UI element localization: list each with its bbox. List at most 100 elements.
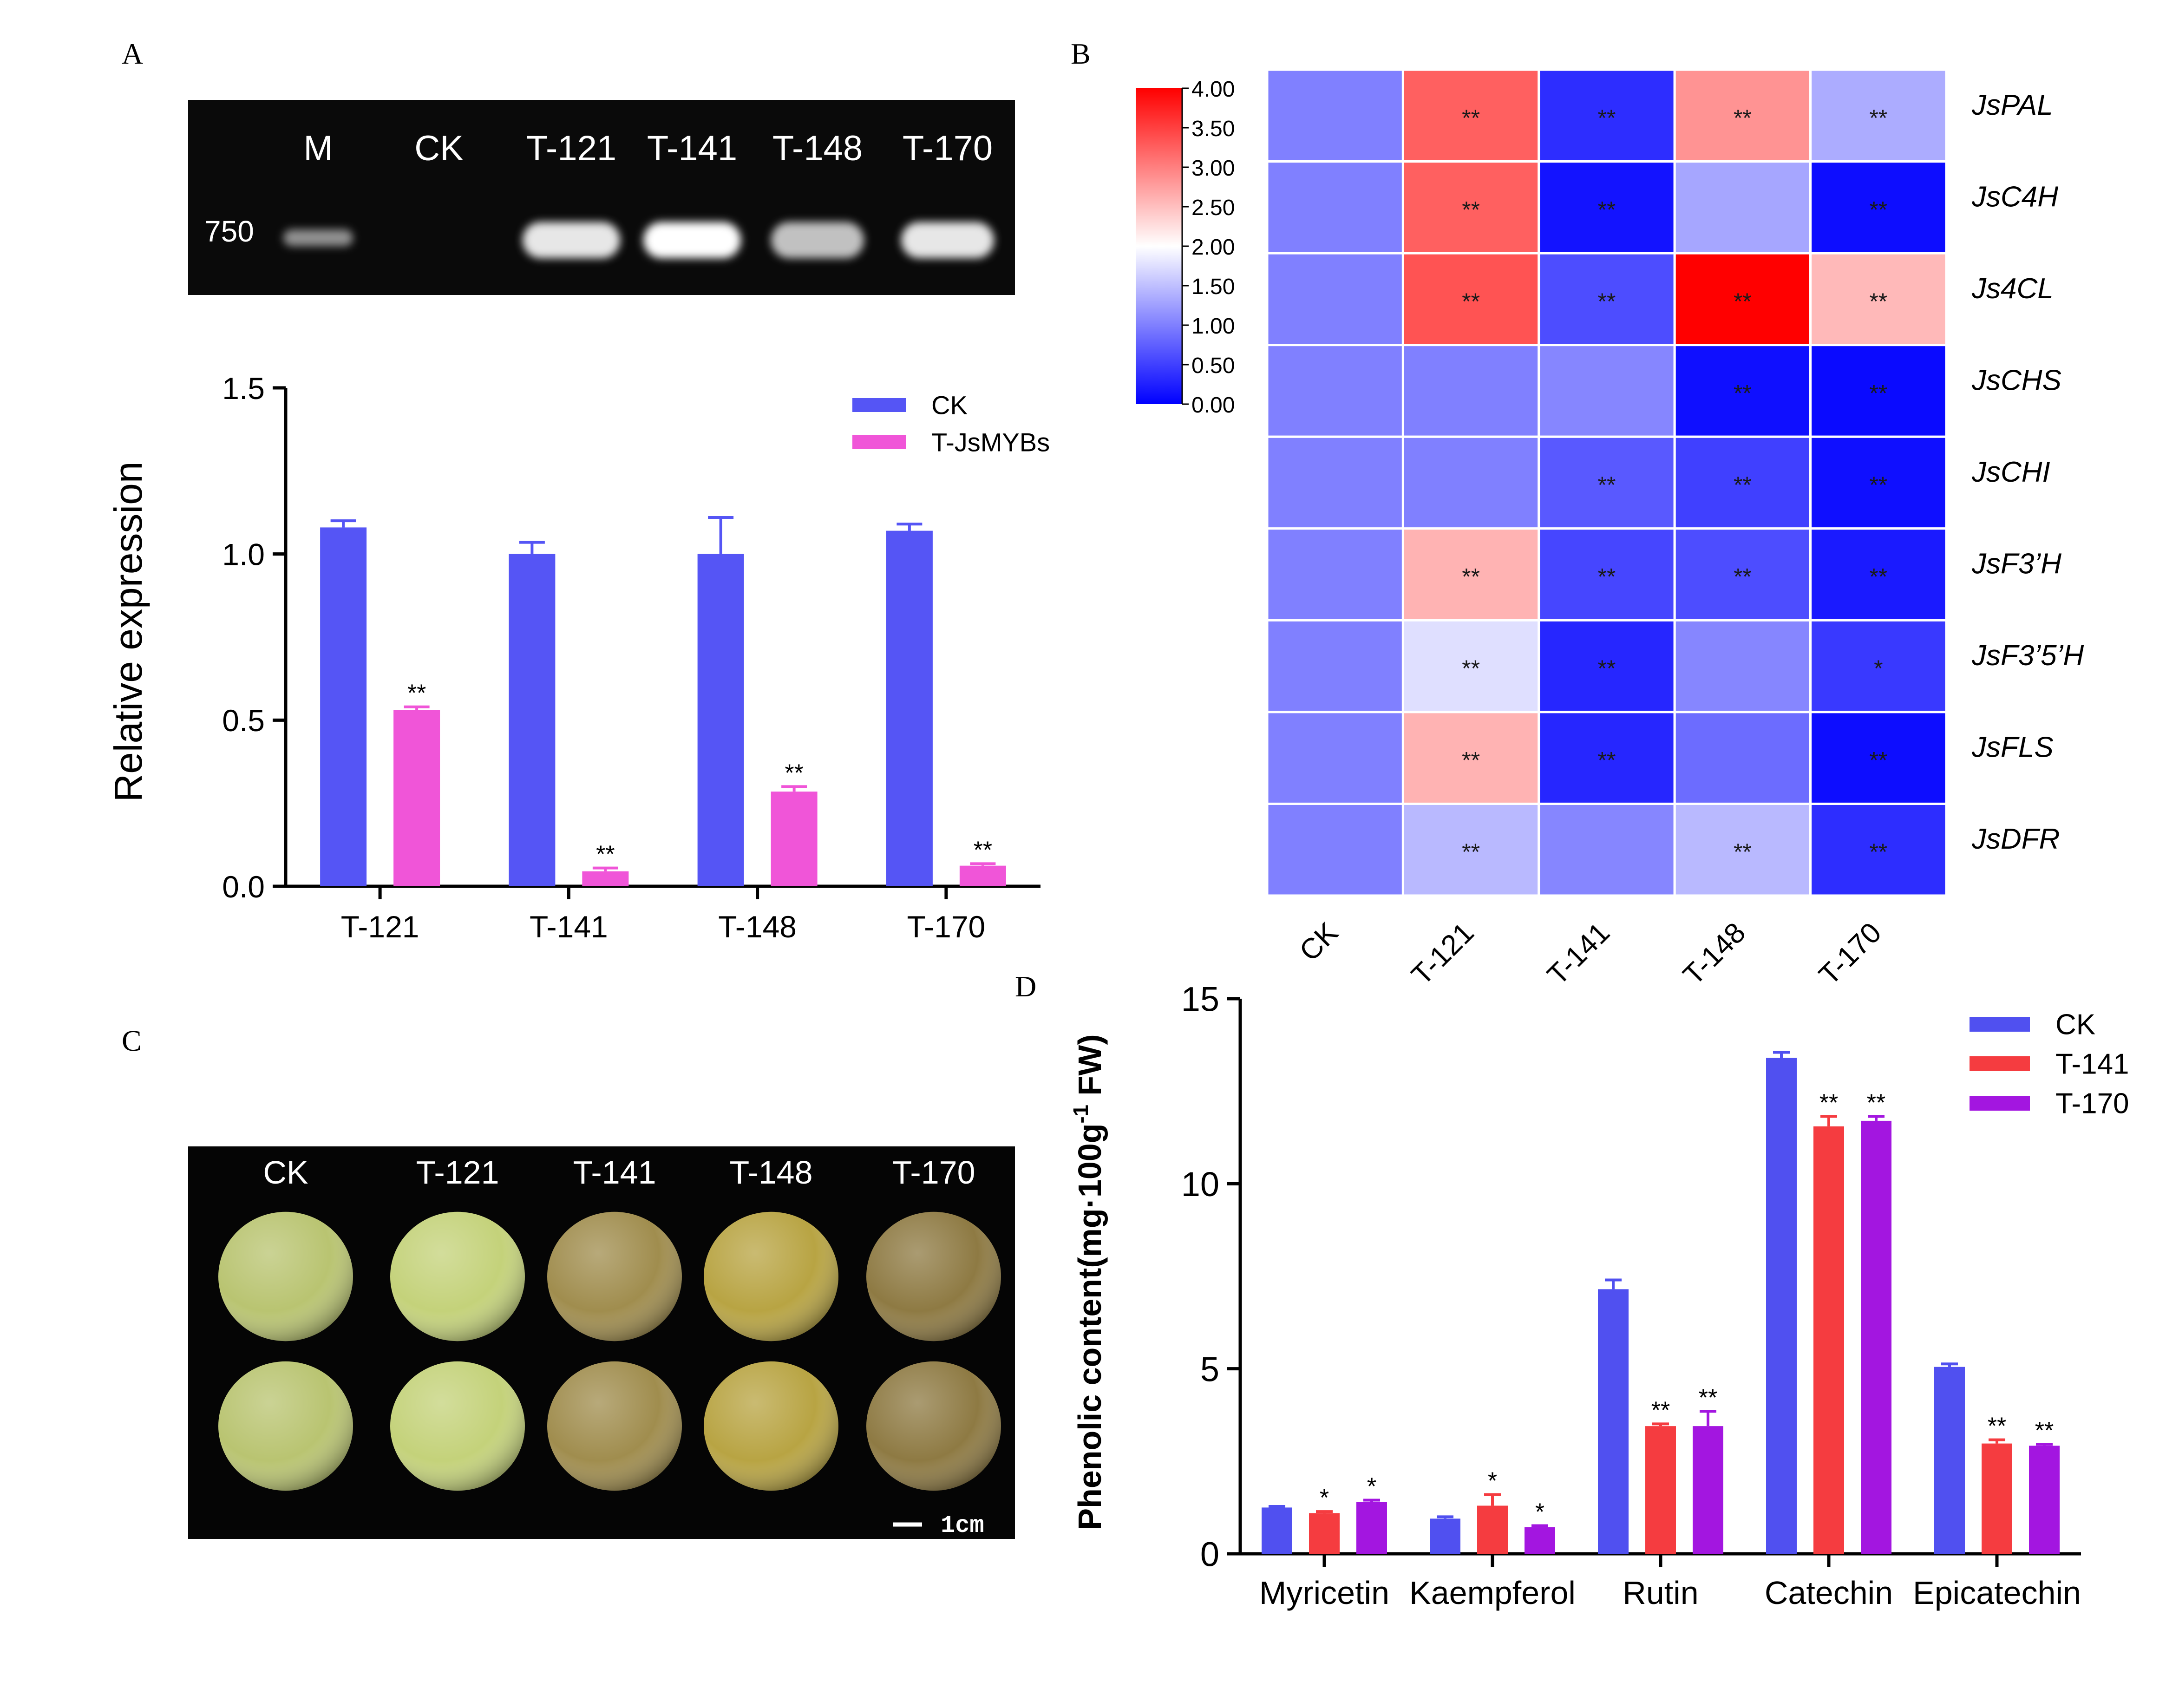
chart-d-legend-swatch <box>1970 1056 2030 1071</box>
heatmap-cell <box>1266 435 1404 530</box>
heatmap-cell <box>1673 160 1812 255</box>
photo-column-label: T-141 <box>573 1154 656 1191</box>
heatmap-cell <box>1673 252 1812 347</box>
chart-a-x-tick-label: T-141 <box>530 910 608 944</box>
chart-a-significance-mark: ** <box>974 837 992 864</box>
heatmap-significance-mark: ** <box>1869 105 1887 131</box>
gel-background <box>188 100 1015 295</box>
chart-a-bar-ck <box>697 554 744 886</box>
heatmap-cell <box>1266 619 1404 713</box>
colorbar-tick-label: 4.00 <box>1191 77 1235 102</box>
chart-d-bar-ck <box>1598 1289 1629 1554</box>
heatmap-cell <box>1809 344 1948 438</box>
heatmap-significance-mark: ** <box>1869 564 1887 590</box>
heatmap-cell <box>1401 527 1540 622</box>
fruit-shading <box>547 1361 682 1491</box>
colorbar-tick-label: 0.50 <box>1191 353 1235 378</box>
fruit-shading <box>547 1211 682 1342</box>
chart-d-bar-t-141 <box>1309 1513 1340 1554</box>
heatmap-cell <box>1401 711 1540 805</box>
panel-label-d: D <box>1015 970 1036 1003</box>
heatmap-cell <box>1809 68 1948 163</box>
heatmap-cell <box>1538 435 1676 530</box>
chart-d-y-tick-label: 10 <box>1181 1165 1219 1204</box>
gel-band <box>643 222 741 258</box>
chart-a-bar-t-jsmybs <box>393 710 440 886</box>
heatmap-significance-mark: ** <box>1869 380 1887 406</box>
colorbar-tick-label: 1.50 <box>1191 275 1235 299</box>
chart-a-relative-expression: 0.0 0.5 1.0 1.5 T-121 ** T-141 ** T-148 ** T-170 **… <box>106 371 1050 944</box>
heatmap-significance-mark: ** <box>1734 380 1752 406</box>
gel-lane-label: M <box>303 129 333 168</box>
heatmap-significance-mark: * <box>1874 655 1883 681</box>
chart-d-bar-ck <box>1766 1058 1797 1554</box>
heatmap-significance-mark: ** <box>1734 564 1752 590</box>
chart-d-bar-t-141 <box>1477 1505 1508 1554</box>
chart-d-significance-mark: * <box>1320 1485 1329 1512</box>
chart-a-bar-t-jsmybs <box>959 865 1006 886</box>
chart-d-significance-mark: ** <box>1819 1089 1838 1116</box>
heatmap-significance-mark: ** <box>1598 105 1616 131</box>
heatmap-significance-mark: ** <box>1462 655 1480 681</box>
heatmap-cell <box>1809 160 1948 255</box>
heatmap-cell <box>1538 527 1676 622</box>
heatmap-significance-mark: ** <box>1869 288 1887 314</box>
photo-column-label: T-121 <box>416 1154 499 1191</box>
heatmap-cell <box>1266 344 1404 438</box>
heatmap-cell <box>1538 802 1676 897</box>
heatmap-cell <box>1809 527 1948 622</box>
heatmap-significance-mark: ** <box>1598 288 1616 314</box>
fruit-shading <box>218 1211 353 1342</box>
chart-a-significance-mark: ** <box>596 841 615 868</box>
scale-bar-label: 1cm <box>941 1512 984 1539</box>
heatmap-significance-mark: ** <box>1869 472 1887 498</box>
gel-band <box>901 222 994 258</box>
fruit-shading <box>704 1361 838 1491</box>
heatmap-significance-mark: ** <box>1598 747 1616 773</box>
chart-d-x-tick-label: Myricetin <box>1259 1575 1389 1611</box>
chart-a-x-tick-label: T-148 <box>718 910 797 944</box>
heatmap-significance-mark: ** <box>1598 655 1616 681</box>
heatmap-significance-mark: ** <box>1734 105 1752 131</box>
gel-image: 750 M CK T-121 T-141 T-148 T-170 <box>188 100 1015 295</box>
chart-a-legend-label: T-JsMYBs <box>931 428 1050 457</box>
heatmap-significance-mark: ** <box>1734 839 1752 865</box>
chart-a-significance-mark: ** <box>785 759 803 786</box>
colorbar-tick-label: 1.00 <box>1191 314 1235 339</box>
heatmap-cell <box>1401 160 1540 255</box>
fruit-shading <box>866 1361 1001 1491</box>
colorbar-tick-label: 3.00 <box>1191 156 1235 181</box>
gel-band <box>523 222 620 258</box>
chart-d-bar-ck <box>1934 1367 1965 1554</box>
chart-a-legend-swatch <box>852 398 906 412</box>
gel-lane-label: T-148 <box>772 129 863 168</box>
heatmap-significance-mark: ** <box>1734 288 1752 314</box>
gel-band <box>771 222 864 258</box>
chart-a-legend-label: CK <box>931 391 968 420</box>
chart-d-y-tick-label: 15 <box>1181 980 1219 1019</box>
heatmap-cell <box>1266 802 1404 897</box>
heatmap-row-label: JsC4H <box>1971 181 2058 213</box>
heatmap-cell <box>1673 711 1812 805</box>
chart-d-x-tick-label: Kaempferol <box>1409 1575 1576 1611</box>
chart-d-y-axis-label: Phenolic content(mg·100g-1 FW) <box>1069 1034 1108 1530</box>
heatmap-row-label: JsCHI <box>1971 456 2050 488</box>
gel-marker-size-label: 750 <box>204 215 254 248</box>
heatmap-significance-mark: ** <box>1598 196 1616 222</box>
heatmap-significance-mark: ** <box>1462 196 1480 222</box>
panel-label-a: A <box>122 37 143 70</box>
chart-a-y-tick-label: 1.5 <box>222 371 265 406</box>
chart-d-significance-mark: ** <box>1699 1384 1717 1411</box>
gel-lane-label: T-121 <box>526 129 616 168</box>
chart-d-significance-mark: * <box>1367 1473 1376 1500</box>
heatmap-cell <box>1809 802 1948 897</box>
heatmap-significance-mark: ** <box>1462 747 1480 773</box>
heatmap-cell <box>1401 435 1540 530</box>
chart-d-legend-swatch <box>1970 1096 2030 1111</box>
chart-d-bar-ck <box>1262 1507 1292 1554</box>
panel-label-b: B <box>1071 37 1091 70</box>
heatmap-cell <box>1266 711 1404 805</box>
gel-lanes: M CK T-121 T-141 T-148 T-170 <box>283 129 994 258</box>
